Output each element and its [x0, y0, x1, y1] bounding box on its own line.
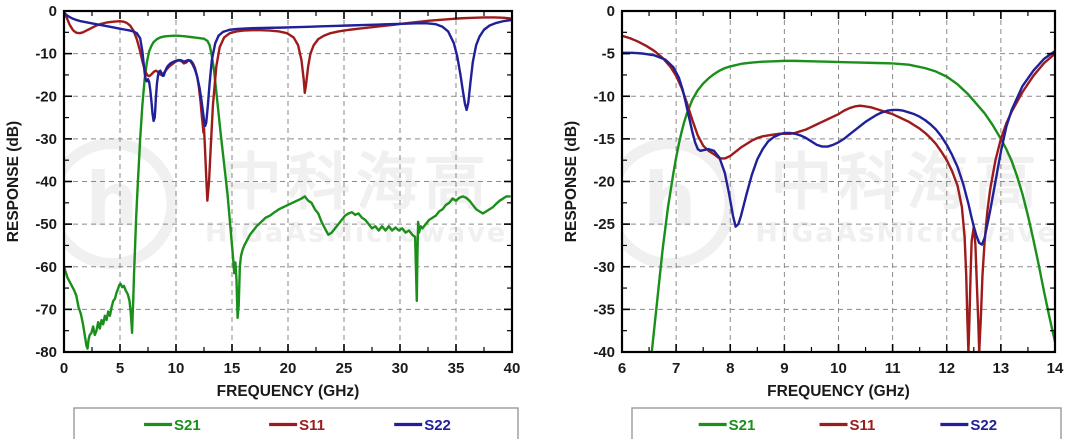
x-tick-label: 25: [336, 360, 353, 377]
y-tick-label: 0: [607, 3, 615, 20]
x-tick-label: 8: [726, 360, 734, 377]
y-tick-label: -30: [35, 131, 57, 148]
x-tick-label: 0: [60, 360, 68, 377]
series-group: [622, 34, 1055, 352]
y-axis-title: RESPONSE (dB): [563, 121, 580, 242]
x-tick-label: 40: [504, 360, 521, 377]
y-tick-label: -80: [35, 344, 57, 361]
legend-label-s22: S22: [970, 417, 997, 434]
y-tick-label: -30: [593, 259, 615, 276]
axes: 0 -5 -10 -15 -20 -25 -30 -35 -406 7 8 9 10 11 12 13 14: [593, 3, 1064, 377]
watermark-secondary-text: HiGaAsMicrowave: [205, 218, 507, 249]
series-line-s11: [622, 34, 1055, 352]
x-axis-title: FREQUENCY (GHz): [217, 383, 360, 400]
y-tick-label: 0: [49, 3, 57, 20]
passband-chart-svg: h 中科海高HiGaAsMicrowave0-5-10-15-20-25-30-3…: [563, 3, 1064, 439]
y-tick-label: -10: [593, 88, 615, 105]
axes: 0-10-20-30-40-50-60-70-800 5 10 15 20 25 30 35 4…: [35, 3, 520, 377]
series-line-s21: [64, 34, 511, 350]
grid-lines: [622, 11, 1055, 352]
legend-item-s11: S11: [819, 417, 876, 434]
x-tick-label: 10: [830, 360, 847, 377]
legend-label-s11: S11: [299, 417, 325, 434]
y-tick-label: -20: [35, 88, 57, 105]
x-tick-label: 7: [672, 360, 680, 377]
x-tick-label: 15: [224, 360, 241, 377]
y-tick-label: -20: [593, 174, 615, 191]
legend: S21 S11 S22: [631, 407, 1062, 439]
series-line-s21: [650, 59, 1055, 352]
chart-panel-passband: h 中科海高 HiGaAsMicrowave 0 -5 -10 -15 -20 -25 -30 -3…: [540, 0, 1080, 439]
x-axis-title: FREQUENCY (GHz): [767, 383, 910, 400]
legend-label-s21: S21: [729, 417, 756, 434]
y-tick-label: -40: [35, 174, 57, 191]
watermark-ring: [64, 138, 178, 269]
x-tick-label: 30: [392, 360, 409, 377]
watermark-logo-glyph: h: [86, 158, 139, 244]
legend-label-s11: S11: [850, 417, 876, 434]
y-tick-label: -25: [593, 216, 615, 233]
y-tick-label: -40: [593, 344, 615, 361]
x-tick-label: 11: [885, 360, 901, 377]
legend-label-s22: S22: [424, 417, 451, 434]
x-tick-label: 5: [116, 360, 124, 377]
series-line-s22: [622, 49, 1055, 246]
legend-item-s21: S21: [144, 417, 201, 434]
x-tick-label: 14: [1047, 360, 1064, 377]
watermark-secondary-text: HiGaAsMicrowave: [755, 218, 1057, 249]
wideband-chart-svg: h 中科海高HiGaAsMicrowave0-10-20-30-40-50-60-…: [5, 3, 520, 439]
legend-label-s21: S21: [174, 417, 201, 434]
legend-item-s21: S21: [698, 417, 756, 434]
series-group: [64, 11, 512, 350]
y-tick-label: -10: [35, 46, 57, 63]
y-tick-label: -5: [602, 46, 615, 63]
legend: S21 S11 S22: [73, 407, 519, 439]
legend-item-s22: S22: [394, 417, 451, 434]
y-tick-label: -35: [593, 301, 615, 318]
y-tick-label: -50: [35, 216, 57, 233]
x-tick-label: 6: [618, 360, 626, 377]
x-tick-label: 20: [280, 360, 297, 377]
y-tick-label: -60: [35, 259, 57, 276]
legend-item-s22: S22: [940, 417, 997, 434]
series-line-s22: [64, 11, 512, 128]
x-tick-label: 13: [993, 360, 1010, 377]
chart-panel-wideband: h 中科海高 HiGaAsMicrowave 0 -10 -20 -30 -40 -50 -60-…: [5, 3, 520, 439]
x-tick-label: 12: [938, 360, 955, 377]
y-axis-title: RESPONSE (dB): [5, 121, 22, 242]
y-tick-label: -15: [593, 131, 615, 148]
legend-item-s11: S11: [269, 417, 325, 434]
x-tick-label: 35: [448, 360, 465, 377]
x-tick-label: 9: [780, 360, 788, 377]
y-tick-label: -70: [35, 301, 57, 318]
x-tick-label: 10: [168, 360, 185, 377]
grid-lines: [64, 11, 512, 352]
